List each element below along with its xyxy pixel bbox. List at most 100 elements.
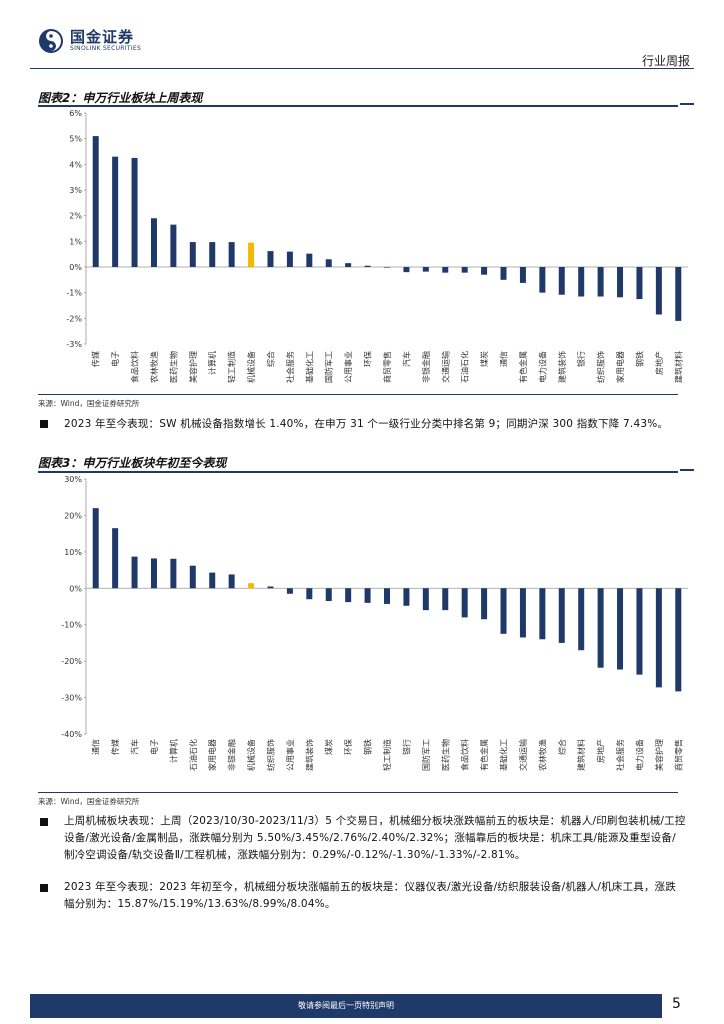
x-category-label: 纺织服饰 bbox=[596, 351, 606, 383]
bar-通信 bbox=[500, 267, 507, 280]
y-tick-label: 4% bbox=[69, 160, 82, 169]
x-category-label: 农林牧渔 bbox=[149, 351, 159, 383]
bar-机械设备 bbox=[248, 242, 255, 267]
bar-建筑材料 bbox=[578, 588, 585, 651]
y-tick-label: 6% bbox=[69, 109, 82, 118]
figure3-accent bbox=[680, 469, 694, 471]
y-tick-label: -1% bbox=[66, 289, 82, 298]
bar-电力设备 bbox=[539, 267, 546, 293]
bullet-3 bbox=[40, 884, 48, 892]
figure2-chart: 6% 5% 4% 3% 2% 1% 0% -1% -2% -3% 传媒 电子 食品饮料 农林牧渔 医药生物美… bbox=[66, 109, 688, 383]
x-category-label: 银行 bbox=[401, 739, 411, 755]
x-category-label: 公用事业 bbox=[343, 351, 353, 383]
x-category-label: 环保 bbox=[363, 351, 373, 367]
y-tick-label: 3% bbox=[69, 186, 82, 195]
bar-基础化工 bbox=[500, 588, 507, 634]
x-category-label: 建筑装饰 bbox=[304, 739, 314, 771]
x-category-label: 银行 bbox=[576, 351, 586, 367]
x-category-label: 美容护理 bbox=[188, 351, 198, 383]
bar-计算机 bbox=[209, 242, 216, 267]
y-tick-label: 5% bbox=[69, 135, 82, 144]
figure3-source: 来源：Wind，国金证券研究所 bbox=[38, 797, 140, 806]
x-category-label: 通信 bbox=[499, 351, 509, 367]
bar-有色金属 bbox=[481, 588, 488, 620]
bar-基础化工 bbox=[306, 253, 313, 267]
x-category-label: 传媒 bbox=[91, 351, 101, 367]
x-category-label: 房地产 bbox=[654, 351, 664, 375]
figure3-chart: 30% 20% 10% 0% -10% -20% -30% -40% 通信 传媒 汽车 电子 计算机 石油… bbox=[61, 475, 688, 771]
x-category-label: 煤炭 bbox=[324, 739, 334, 755]
bar-银行 bbox=[578, 267, 585, 297]
x-category-label: 有色金属 bbox=[518, 351, 528, 383]
bar-国防军工 bbox=[325, 259, 332, 267]
bar-食品饮料 bbox=[131, 157, 138, 267]
x-category-label: 环保 bbox=[343, 739, 353, 755]
y-tick-label: -3% bbox=[66, 340, 82, 349]
bar-农林牧渔 bbox=[150, 218, 157, 267]
figure3-top-rule bbox=[38, 471, 678, 473]
bar-商贸零售 bbox=[675, 588, 682, 692]
x-category-label: 电力设备 bbox=[634, 739, 644, 771]
x-category-label: 纺织服饰 bbox=[265, 739, 275, 771]
y-tick-label: 30% bbox=[64, 475, 82, 484]
x-category-label: 石油石化 bbox=[460, 351, 470, 383]
figure2-top-rule bbox=[38, 105, 678, 107]
bar-纺织服饰 bbox=[597, 267, 604, 297]
bar-环保 bbox=[364, 265, 371, 267]
x-category-label: 基础化工 bbox=[499, 739, 509, 771]
x-category-label: 计算机 bbox=[168, 739, 178, 763]
x-category-label: 国防军工 bbox=[421, 739, 431, 771]
report-type: 行业周报 bbox=[641, 54, 690, 68]
bar-环保 bbox=[345, 588, 352, 603]
bar-石油石化 bbox=[461, 267, 468, 273]
bar-电子 bbox=[112, 156, 119, 267]
x-category-label: 汽车 bbox=[130, 739, 140, 755]
x-category-label: 农林牧渔 bbox=[537, 739, 547, 771]
x-category-label: 机械设备 bbox=[246, 739, 256, 771]
x-category-label: 基础化工 bbox=[304, 351, 314, 383]
x-category-label: 交通运输 bbox=[518, 739, 528, 771]
bar-轻工制造 bbox=[384, 588, 390, 604]
x-category-label: 计算机 bbox=[207, 351, 217, 375]
bar-煤炭 bbox=[481, 267, 488, 275]
x-category-label: 通信 bbox=[91, 739, 101, 755]
bar-社会服务 bbox=[286, 251, 293, 267]
bar-银行 bbox=[403, 588, 410, 606]
x-category-label: 钢铁 bbox=[634, 351, 644, 367]
bar-社会服务 bbox=[617, 588, 624, 670]
x-category-label: 医药生物 bbox=[440, 739, 450, 771]
bar-煤炭 bbox=[325, 588, 332, 602]
bar-传媒 bbox=[112, 528, 119, 589]
x-category-label: 建筑装饰 bbox=[557, 351, 567, 383]
bar-农林牧渔 bbox=[539, 588, 546, 640]
paragraph-ytd-subsectors: 2023 年至今表现：2023 年初至今，机械细分板块涨幅前五的板块是：仪器仪表… bbox=[64, 881, 677, 910]
x-category-label: 轻工制造 bbox=[227, 351, 237, 383]
x-category-label: 家用电器 bbox=[207, 739, 217, 771]
logo-en-text: SINOLINK SECURITIES bbox=[70, 45, 142, 52]
y-tick-label: 10% bbox=[64, 548, 82, 557]
bar-汽车 bbox=[403, 267, 410, 273]
bar-公用事业 bbox=[345, 263, 352, 267]
y-tick-label: 0% bbox=[69, 584, 82, 593]
bar-交通运输 bbox=[519, 588, 526, 638]
x-category-label: 传媒 bbox=[110, 739, 120, 755]
x-category-label: 有色金属 bbox=[479, 739, 489, 771]
bar-公用事业 bbox=[286, 588, 293, 594]
x-category-label: 食品饮料 bbox=[460, 739, 470, 771]
x-category-label: 电子 bbox=[149, 739, 159, 755]
bar-医药生物 bbox=[170, 224, 177, 267]
bar-有色金属 bbox=[519, 267, 526, 283]
bar-电力设备 bbox=[636, 588, 643, 675]
bar-传媒 bbox=[92, 136, 99, 267]
y-tick-label: 20% bbox=[64, 511, 82, 520]
bar-建筑装饰 bbox=[306, 588, 313, 600]
bar-食品饮料 bbox=[461, 588, 468, 618]
bar-建筑材料 bbox=[675, 267, 682, 321]
bar-汽车 bbox=[131, 556, 138, 589]
x-category-label: 美容护理 bbox=[654, 739, 664, 771]
bar-通信 bbox=[92, 508, 99, 589]
x-category-label: 房地产 bbox=[596, 739, 606, 763]
figure2-bottom-rule bbox=[38, 394, 678, 395]
bar-家用电器 bbox=[209, 572, 216, 589]
y-tick-label: -20% bbox=[61, 657, 82, 666]
